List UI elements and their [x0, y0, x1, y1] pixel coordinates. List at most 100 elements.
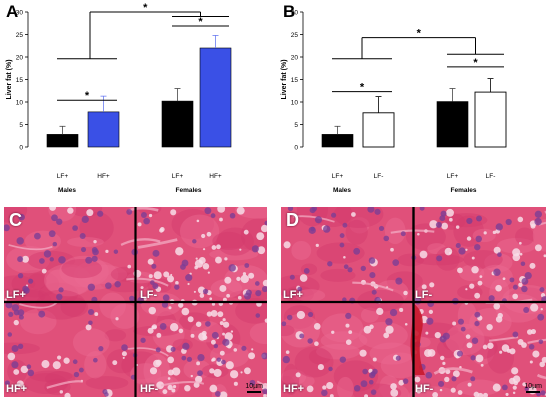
nucleus — [383, 235, 390, 242]
nucleus — [143, 217, 150, 225]
lipid-vacuole — [518, 241, 522, 245]
nucleus — [360, 265, 366, 272]
nucleus — [425, 371, 433, 379]
lipid-vacuole — [306, 385, 314, 393]
tissue-texture — [445, 323, 485, 356]
lipid-vacuole — [4, 298, 7, 301]
tissue-texture — [384, 217, 406, 245]
tissue-texture — [73, 260, 119, 290]
tissue-texture — [380, 352, 420, 379]
nucleus — [476, 215, 483, 222]
nucleus — [205, 321, 211, 327]
sinusoid — [160, 381, 205, 387]
significance-star: * — [473, 57, 478, 69]
nucleus — [214, 390, 221, 397]
lipid-vacuole — [517, 339, 524, 346]
lipid-vacuole — [195, 321, 202, 327]
nucleus — [26, 364, 32, 369]
lipid-vacuole — [229, 370, 239, 379]
lipid-vacuole — [372, 357, 377, 362]
y-tick-label: 20 — [16, 55, 24, 62]
tissue-texture — [284, 285, 314, 304]
lipid-vacuole — [240, 371, 243, 374]
lipid-vacuole — [219, 321, 224, 326]
tissue-texture — [291, 240, 312, 260]
lipid-vacuole — [222, 332, 226, 336]
lipid-vacuole — [219, 284, 227, 292]
tissue-texture — [249, 322, 267, 345]
tissue-texture — [84, 351, 107, 379]
nucleus — [79, 233, 86, 240]
y-axis-label: Liver fat (%) — [281, 59, 288, 99]
tissue-texture — [295, 289, 326, 302]
lipid-vacuole — [403, 290, 408, 296]
nucleus — [497, 252, 502, 257]
lipid-vacuole — [427, 349, 436, 357]
lipid-vacuole — [475, 354, 484, 363]
tissue-texture — [408, 386, 459, 397]
lipid-vacuole — [390, 389, 399, 397]
lipid-vacuole — [541, 356, 546, 363]
nucleus — [98, 346, 104, 352]
tissue-texture — [320, 331, 368, 350]
group-label: Males — [58, 187, 76, 194]
nucleus — [254, 281, 260, 286]
lipid-vacuole — [329, 394, 334, 397]
nucleus — [471, 337, 479, 345]
lipid-vacuole — [534, 244, 542, 252]
tissue-texture — [110, 303, 140, 329]
nucleus — [370, 389, 377, 395]
nucleus — [343, 264, 349, 270]
lipid-vacuole — [440, 355, 445, 361]
nucleus — [368, 379, 374, 385]
lipid-vacuole — [529, 360, 533, 364]
lipid-vacuole — [219, 391, 228, 397]
nucleus — [458, 247, 466, 255]
lipid-vacuole — [217, 311, 224, 318]
lipid-vacuole — [163, 271, 170, 278]
lipid-vacuole — [502, 277, 506, 281]
nucleus — [402, 378, 409, 384]
nucleus — [281, 321, 287, 327]
nucleus — [140, 337, 146, 343]
lipid-vacuole — [167, 356, 175, 364]
bar — [161, 100, 194, 148]
nucleus — [222, 338, 230, 346]
nucleus — [534, 210, 543, 218]
lipid-vacuole — [196, 361, 201, 366]
lipid-vacuole — [512, 248, 521, 257]
nucleus — [488, 295, 495, 302]
lipid-vacuole — [429, 220, 438, 229]
tissue-texture — [308, 348, 331, 365]
nucleus — [204, 207, 212, 215]
significance-star: * — [85, 90, 90, 102]
nucleus — [475, 235, 482, 243]
lipid-vacuole — [194, 259, 204, 268]
significance-star: * — [143, 2, 148, 14]
nucleus — [51, 214, 58, 222]
panel-letter-c: C — [9, 210, 22, 230]
nucleus — [328, 366, 333, 372]
lipid-vacuole — [115, 317, 119, 321]
lipid-vacuole — [283, 241, 291, 249]
sinusoid — [120, 238, 161, 247]
nucleus — [140, 211, 147, 218]
nucleus — [174, 284, 180, 290]
nucleus — [538, 339, 544, 345]
tissue-texture — [106, 349, 138, 374]
lipid-vacuole — [432, 392, 439, 397]
lipid-vacuole — [112, 360, 118, 366]
nucleus — [81, 215, 89, 224]
nucleus — [385, 318, 393, 326]
nucleus — [129, 295, 135, 302]
y-tick-label: 5 — [19, 122, 23, 129]
y-tick-label: 15 — [291, 77, 299, 84]
x-tick-label: LF+ — [57, 173, 69, 180]
nucleus — [395, 277, 403, 285]
nucleus — [455, 243, 461, 249]
lipid-vacuole — [156, 381, 165, 390]
nucleus — [8, 311, 14, 317]
lipid-vacuole — [171, 388, 176, 393]
nucleus — [426, 317, 434, 325]
nucleus — [395, 355, 401, 361]
